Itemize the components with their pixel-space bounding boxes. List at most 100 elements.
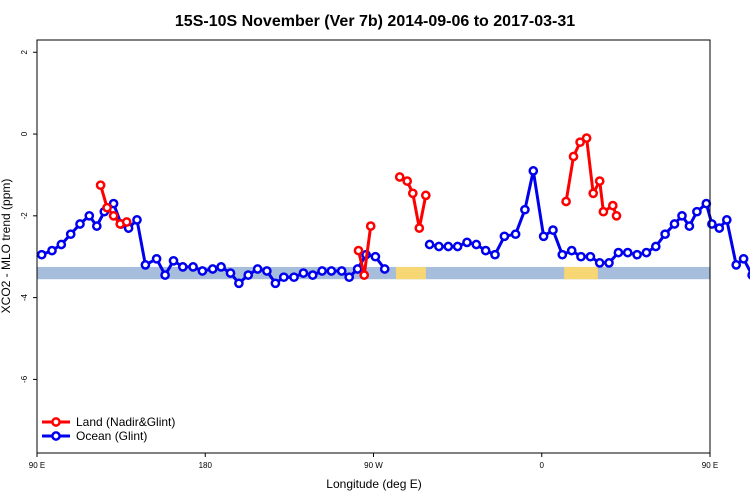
- land-data-point: [407, 188, 418, 199]
- ocean-data-point: [660, 229, 670, 240]
- ocean-data-point: [298, 268, 309, 278]
- ocean-data-point: [566, 245, 577, 256]
- y-tick-label: 2: [20, 49, 29, 54]
- land-band: [395, 266, 426, 280]
- land-data-point: [594, 176, 605, 186]
- ocean-data-point: [576, 251, 586, 262]
- x-tick-label: 90 E: [29, 461, 45, 470]
- land-data-point: [414, 223, 425, 233]
- ocean-data-point: [289, 272, 299, 283]
- y-tick-label: -6: [20, 375, 29, 383]
- land-data-point: [108, 210, 119, 221]
- ocean-data-point: [225, 268, 236, 278]
- ocean-data-point: [352, 264, 363, 274]
- x-tick-label: 0: [540, 461, 545, 470]
- ocean-data-point: [669, 219, 680, 229]
- land-data-point: [353, 245, 364, 256]
- ocean-data-point: [47, 245, 57, 256]
- ocean-data-point: [528, 166, 539, 176]
- ocean-data-point: [317, 266, 327, 276]
- ocean-data-point: [677, 210, 687, 221]
- ocean-data-point: [336, 266, 347, 276]
- ocean-data-point: [684, 221, 695, 231]
- x-tick-label: 180: [199, 461, 213, 470]
- ocean-data-point: [326, 266, 337, 276]
- ocean-data-point: [721, 215, 732, 225]
- land-data-point: [598, 206, 609, 217]
- ocean-band: [37, 266, 710, 280]
- ocean-data-point: [707, 219, 717, 229]
- y-axis-label: XCO2 - MLO trend (ppm): [0, 179, 13, 314]
- ocean-data-point: [344, 272, 355, 283]
- ocean-data-point: [499, 231, 510, 242]
- series-layer: [36, 133, 750, 289]
- ocean-data-point: [548, 225, 558, 235]
- land-data-point: [102, 202, 112, 213]
- land-data-point: [402, 176, 413, 186]
- ocean-data-point: [443, 241, 454, 252]
- land-data-point: [581, 133, 592, 143]
- ocean-data-point: [132, 215, 142, 225]
- land-data-point: [365, 221, 376, 231]
- ocean-data-point: [692, 206, 702, 217]
- ocean-data-point: [379, 264, 390, 274]
- land-data-point: [607, 200, 618, 211]
- ocean-data-point: [731, 260, 742, 270]
- ocean-data-point: [108, 198, 119, 209]
- ocean-data-point: [56, 239, 67, 250]
- land-ocean-mask: [37, 266, 710, 280]
- land-data-point: [95, 180, 106, 191]
- ocean-data-point: [84, 210, 95, 221]
- ocean-data-point: [262, 266, 272, 276]
- ocean-data-point: [714, 223, 725, 233]
- ocean-data-point: [452, 241, 463, 252]
- ocean-data-point: [307, 270, 318, 280]
- legend-land-marker: [51, 417, 61, 427]
- land-data-point: [394, 172, 405, 182]
- ocean-data-point: [650, 241, 661, 252]
- ocean-data-point: [613, 247, 624, 258]
- ocean-data-point: [270, 278, 281, 289]
- ocean-data-point: [490, 249, 500, 260]
- x-tick-label: 90 W: [364, 461, 383, 470]
- ocean-data-point: [75, 219, 85, 229]
- land-series-line: [398, 175, 428, 230]
- ocean-data-point: [160, 270, 170, 280]
- ocean-data-point: [585, 251, 596, 262]
- ocean-data-point: [641, 247, 652, 258]
- ocean-data-point: [462, 237, 472, 248]
- ocean-data-point: [434, 241, 444, 252]
- ocean-data-point: [234, 278, 244, 289]
- ocean-data-point: [65, 229, 76, 240]
- ocean-data-point: [252, 264, 263, 274]
- ocean-data-point: [151, 253, 162, 264]
- ocean-data-point: [207, 264, 218, 274]
- ocean-data-point: [738, 253, 749, 264]
- legend-ocean-marker: [51, 431, 61, 441]
- ocean-data-point: [278, 272, 289, 283]
- ocean-data-point: [424, 239, 435, 250]
- ocean-data-point: [622, 247, 633, 258]
- ocean-data-point: [197, 266, 208, 276]
- legend-ocean-label: Ocean (Glint): [76, 429, 147, 443]
- y-axis: 2 0 -2 -4 -6: [20, 49, 37, 383]
- land-data-point: [611, 210, 622, 221]
- x-axis-label: Longitude (deg E): [326, 477, 421, 491]
- chart-title: 15S-10S November (Ver 7b) 2014-09-06 to …: [175, 13, 575, 30]
- ocean-data-point: [557, 249, 568, 260]
- ocean-data-point: [538, 231, 549, 242]
- ocean-data-point: [701, 198, 712, 209]
- land-data-point: [420, 190, 431, 201]
- ocean-data-point: [480, 245, 491, 256]
- y-tick-label: -2: [20, 212, 29, 220]
- ocean-data-point: [370, 251, 381, 262]
- ocean-data-point: [243, 270, 254, 280]
- land-data-point: [575, 137, 585, 148]
- x-tick-label: 90 E: [702, 461, 718, 470]
- legend: Land (Nadir&Glint)Ocean (Glint): [42, 415, 175, 443]
- land-data-point: [568, 151, 579, 162]
- land-band: [564, 266, 598, 280]
- x-axis: 90 E 180 90 W 0 90 E: [29, 453, 718, 470]
- y-tick-label: -4: [20, 294, 29, 302]
